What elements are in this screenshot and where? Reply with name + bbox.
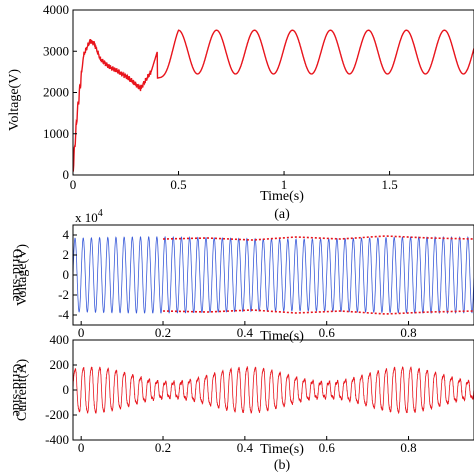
dc-voltage-tickmarks	[72, 9, 391, 176]
x-tick-label: 0	[70, 177, 77, 192]
y-tick-label: 400	[50, 332, 70, 347]
y-tick-label: 3000	[43, 43, 69, 58]
dc-voltage-ylabel: Voltage(V)	[7, 69, 22, 131]
x-tick-label: 0.5	[170, 177, 186, 192]
y-tick-label: 200	[50, 357, 70, 372]
dc-voltage-line	[72, 29, 474, 172]
x-tick-label: 0	[78, 440, 85, 455]
scale-base: x 10	[75, 210, 98, 225]
x-tick-label: 1	[281, 177, 288, 192]
x-tick-label: 0.4	[237, 440, 254, 455]
x-tick-label: 0.6	[319, 325, 336, 340]
grid-current-ylabel-line1: Grid-side	[9, 364, 24, 417]
y-tick-label: 4	[63, 227, 70, 242]
grid-current-chart: -400 -200 0 200 400 0 0.2 0.4 0.6 0.8 Ti…	[9, 332, 474, 473]
grid-voltage-scale: x 104	[75, 208, 103, 225]
x-tick-label: 1.5	[381, 177, 397, 192]
y-tick-label: 1000	[43, 126, 69, 141]
x-tick-label: 0	[78, 325, 85, 340]
x-tick-label: 0.2	[155, 440, 171, 455]
dc-voltage-trace	[72, 29, 474, 172]
grid-current-xticks: 0 0.2 0.4 0.6 0.8	[78, 440, 417, 455]
caption-b: (b)	[274, 458, 291, 473]
x-tick-label: 0.4	[237, 325, 254, 340]
grid-voltage-ylabel-line2: Voltage(V)	[15, 244, 30, 306]
y-tick-label: -2	[58, 287, 69, 302]
grid-voltage-trace	[72, 235, 474, 315]
dc-voltage-chart: 0 1000 2000 3000 4000 0 0.5 1 1.5 Time(s…	[7, 2, 474, 222]
grid-current-trace	[72, 366, 474, 414]
x-tick-label: 0.6	[319, 440, 336, 455]
grid-voltage-line	[72, 235, 474, 315]
y-tick-label: 4000	[43, 2, 69, 17]
dc-voltage-xlabel: Time(s)	[260, 189, 304, 204]
grid-current-ylabel-line2: Current(A)	[15, 359, 30, 422]
dc-voltage-axes	[72, 9, 474, 176]
dc-voltage-xticks: 0 0.5 1 1.5	[70, 177, 398, 192]
grid-voltage-chart: -4 -2 0 2 4 0 0.2 0.4 0.6 0.8 x 104 Time…	[9, 208, 474, 344]
y-tick-label: 0	[63, 167, 70, 182]
grid-voltage-yticks: -4 -2 0 2 4	[58, 227, 69, 322]
grid-voltage-xlabel: Time(s)	[260, 329, 304, 344]
grid-current-tickmarks	[73, 339, 410, 441]
grid-voltage-xticks: 0 0.2 0.4 0.6 0.8	[78, 325, 417, 340]
y-tick-label: 2000	[43, 85, 69, 100]
x-tick-label: 0.8	[400, 325, 416, 340]
y-tick-label: -4	[58, 307, 69, 322]
grid-current-xlabel: Time(s)	[260, 442, 304, 457]
x-tick-label: 0.8	[400, 440, 416, 455]
y-tick-label: 0	[63, 267, 70, 282]
dc-voltage-yticks: 0 1000 2000 3000 4000	[43, 2, 69, 182]
grid-voltage-tickmarks	[73, 234, 410, 325]
y-tick-label: 2	[63, 247, 70, 262]
scale-exponent: 4	[98, 208, 103, 219]
grid-current-line	[72, 366, 474, 414]
y-tick-label: -200	[45, 407, 69, 422]
grid-current-yticks: -400 -200 0 200 400	[45, 332, 69, 447]
caption-a: (a)	[274, 207, 290, 222]
y-tick-label: -400	[45, 432, 69, 447]
y-tick-label: 0	[63, 382, 70, 397]
x-tick-label: 0.2	[155, 325, 171, 340]
grid-voltage-ylabel-line1: Grid-side	[9, 249, 24, 302]
